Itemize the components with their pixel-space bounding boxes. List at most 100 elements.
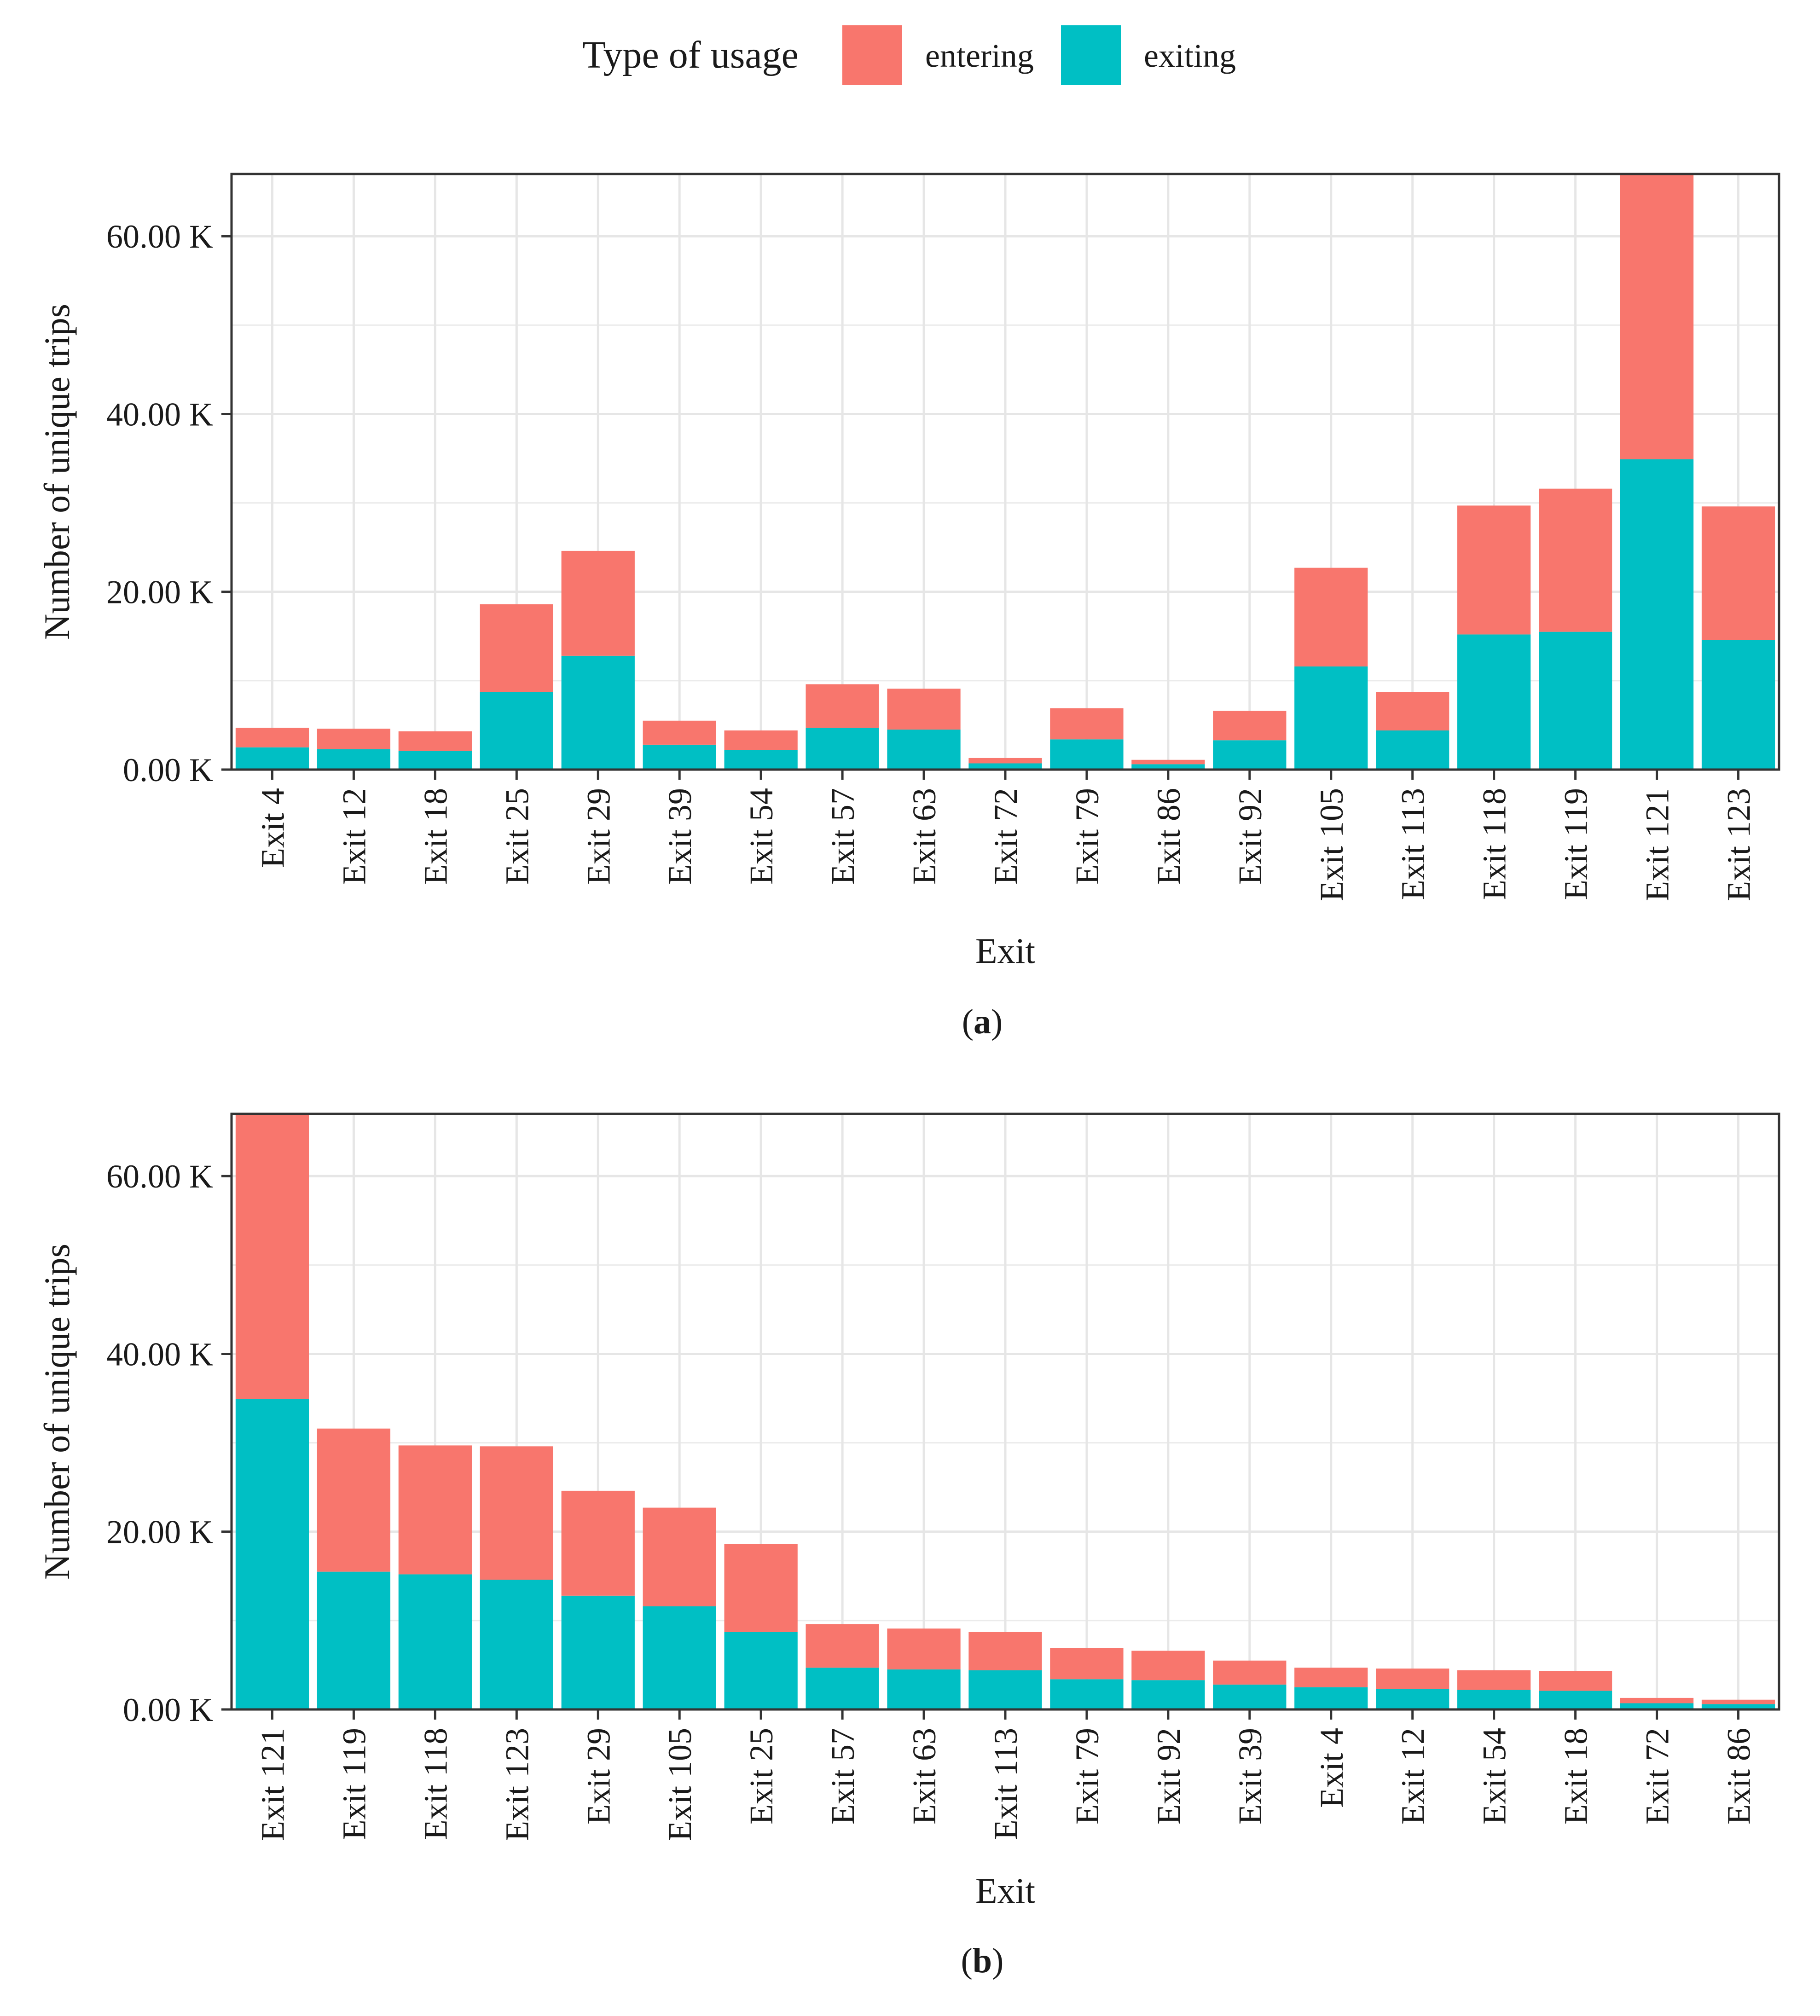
bar-entering-exit-92: [1213, 711, 1287, 741]
x-tick-label: Exit 12: [336, 788, 372, 885]
x-tick-label: Exit 86: [1721, 1728, 1757, 1825]
bar-entering-exit-12: [317, 729, 391, 749]
bar-entering-exit-4: [1294, 1668, 1368, 1687]
bar-entering-exit-54: [724, 730, 798, 750]
x-tick-label: Exit 113: [987, 1728, 1024, 1840]
bar-entering-exit-4: [235, 728, 309, 747]
x-tick-label: Exit 118: [1476, 788, 1513, 900]
x-tick-label: Exit 86: [1150, 788, 1187, 885]
x-axis-title: Exit: [975, 931, 1035, 971]
bar-exiting-exit-39: [643, 744, 716, 770]
bar-exiting-exit-12: [317, 749, 391, 770]
bar-entering-exit-105: [643, 1507, 716, 1606]
bar-entering-exit-79: [1050, 1648, 1124, 1680]
x-tick-label: Exit 105: [1313, 788, 1350, 901]
bar-entering-exit-123: [480, 1446, 553, 1580]
bar-entering-exit-57: [806, 684, 879, 728]
y-tick-label: 60.00 K: [106, 218, 213, 255]
bar-exiting-exit-63: [887, 730, 961, 770]
bar-exiting-exit-54: [1457, 1690, 1531, 1709]
x-tick-label: Exit 123: [498, 1728, 535, 1841]
bar-entering-exit-39: [643, 720, 716, 745]
bar-entering-exit-121: [1620, 174, 1694, 459]
bar-entering-exit-25: [480, 604, 553, 692]
bars: [235, 174, 1775, 770]
x-tick-label: Exit 25: [498, 788, 535, 885]
bar-entering-exit-119: [1539, 488, 1612, 632]
legend-label-entering: entering: [925, 37, 1034, 74]
bar-exiting-exit-105: [1294, 666, 1368, 770]
bar-exiting-exit-118: [398, 1574, 472, 1709]
bar-exiting-exit-105: [643, 1606, 716, 1709]
x-tick-label: Exit 29: [580, 788, 617, 885]
bar-entering-exit-119: [317, 1428, 391, 1572]
legend: Type of usage entering exiting: [582, 25, 1236, 85]
bar-exiting-exit-119: [317, 1571, 391, 1709]
bar-entering-exit-29: [561, 550, 635, 656]
x-tick-label: Exit 105: [661, 1728, 698, 1841]
bar-entering-exit-12: [1376, 1668, 1449, 1689]
bar-exiting-exit-113: [1376, 730, 1449, 770]
bar-exiting-exit-79: [1050, 1679, 1124, 1709]
x-tick-label: Exit 57: [824, 1728, 861, 1825]
y-tick-label: 20.00 K: [106, 574, 213, 611]
bar-exiting-exit-57: [806, 1668, 879, 1709]
bar-exiting-exit-12: [1376, 1689, 1449, 1709]
x-tick-label: Exit 63: [906, 788, 943, 885]
bar-exiting-exit-119: [1539, 631, 1612, 770]
x-tick-label: Exit 25: [743, 1728, 780, 1825]
x-tick-label: Exit 92: [1232, 788, 1269, 885]
x-tick-label: Exit 118: [417, 1728, 454, 1840]
bar-entering-exit-79: [1050, 708, 1124, 740]
bar-exiting-exit-86: [1701, 1704, 1775, 1709]
y-axis: 0.00 K 20.00 K 40.00 K 60.00 K: [106, 218, 232, 788]
y-axis-title: Number of unique trips: [37, 1244, 77, 1580]
legend-swatch-exiting: [1061, 25, 1121, 85]
bar-entering-exit-18: [398, 731, 472, 751]
bar-exiting-exit-29: [561, 1595, 635, 1709]
y-tick-label: 40.00 K: [106, 1336, 213, 1373]
y-axis-title: Number of unique trips: [37, 304, 77, 640]
bar-entering-exit-54: [1457, 1670, 1531, 1690]
bar-exiting-exit-18: [1539, 1691, 1612, 1709]
bar-entering-exit-86: [1701, 1699, 1775, 1704]
x-tick-label: Exit 39: [1232, 1728, 1269, 1825]
chart-panel-b: 0.00 K20.00 K40.00 K60.00 K Exit 121 Exit…: [37, 1112, 1780, 1980]
y-axis: 0.00 K 20.00 K 40.00 K 60.00 K: [106, 1158, 232, 1728]
bar-exiting-exit-86: [1131, 764, 1205, 770]
y-tick-label: 40.00 K: [106, 396, 213, 433]
bar-exiting-exit-25: [724, 1632, 798, 1709]
x-tick-label: Exit 119: [336, 1728, 372, 1840]
bar-exiting-exit-54: [724, 750, 798, 770]
x-tick-label: Exit 54: [1476, 1728, 1513, 1825]
legend-label-exiting: exiting: [1144, 37, 1236, 74]
bar-entering-exit-113: [1376, 692, 1449, 731]
legend-swatch-entering: [842, 25, 902, 85]
bar-exiting-exit-121: [235, 1399, 309, 1709]
bar-exiting-exit-79: [1050, 739, 1124, 770]
bar-entering-exit-39: [1213, 1660, 1287, 1685]
bar-exiting-exit-92: [1213, 740, 1287, 770]
x-axis-title: Exit: [975, 1871, 1035, 1911]
x-tick-label: Exit 4: [254, 788, 291, 868]
bar-exiting-exit-63: [887, 1669, 961, 1709]
x-tick-label: Exit 18: [1558, 1728, 1594, 1825]
x-tick-label: Exit 123: [1721, 788, 1757, 901]
x-tick-label: Exit 121: [1639, 788, 1676, 901]
panel-label: (b): [961, 1941, 1004, 1980]
y-tick-label: 20.00 K: [106, 1514, 213, 1551]
bar-entering-exit-72: [968, 758, 1042, 764]
bar-exiting-exit-29: [561, 655, 635, 770]
bar-entering-exit-63: [887, 1628, 961, 1670]
x-axis: Exit 4 Exit 12 Exit 18 Exit 25 Exit 29 Exit 3…: [254, 770, 1757, 901]
bar-exiting-exit-4: [1294, 1687, 1368, 1709]
bar-exiting-exit-57: [806, 728, 879, 770]
x-tick-label: Exit 79: [1069, 1728, 1106, 1825]
bars: [235, 1114, 1775, 1709]
legend-title: Type of usage: [582, 34, 799, 76]
bar-entering-exit-86: [1131, 759, 1205, 765]
bar-entering-exit-57: [806, 1624, 879, 1668]
y-tick-label: 60.00 K: [106, 1158, 213, 1195]
x-tick-label: Exit 72: [1639, 1728, 1676, 1825]
